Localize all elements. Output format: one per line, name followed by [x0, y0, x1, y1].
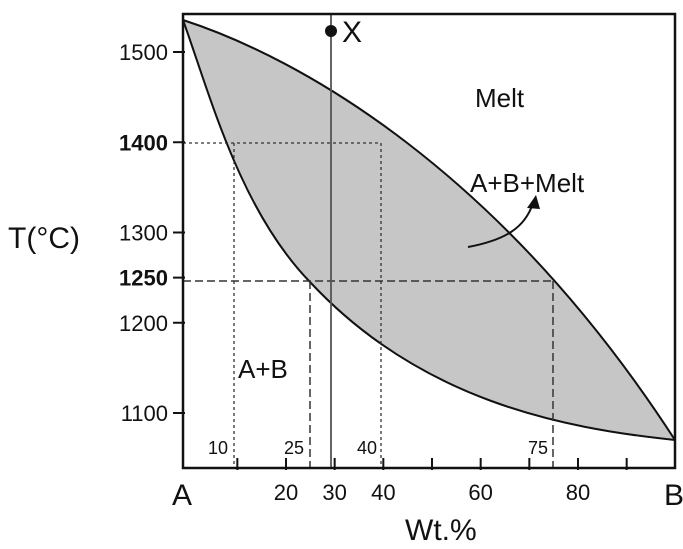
- leader-arrow: [467, 202, 534, 248]
- x-tick-label-20: 20: [274, 480, 298, 505]
- y-tick-label-1500: 1500: [119, 40, 168, 65]
- point-x-marker: [325, 25, 337, 37]
- guide-composition-labels: 10 25 40 75: [208, 438, 548, 458]
- x-axis-end-label-b: B: [664, 479, 683, 512]
- solidus-curve: [182, 19, 676, 441]
- liquidus-curve: [182, 19, 676, 441]
- x-tick-label-60: 60: [468, 480, 492, 505]
- guide-label-25: 25: [284, 438, 304, 458]
- x-axis-end-label-a: A: [172, 479, 192, 512]
- x-tick-label-40: 40: [371, 480, 395, 505]
- x-tick-label-30: 30: [322, 480, 346, 505]
- y-tick-label-1200: 1200: [119, 311, 168, 336]
- y-axis-title: T(°C): [8, 222, 80, 255]
- two-phase-region: [183, 20, 675, 440]
- y-axis-ticks: 1500 1400 1300 1250 1200 1100: [119, 40, 185, 426]
- guide-label-40: 40: [357, 438, 377, 458]
- point-x-label: X: [342, 16, 362, 49]
- melt-label: Melt: [475, 83, 525, 113]
- x-axis-title: Wt.%: [405, 514, 477, 547]
- y-tick-label-1300: 1300: [119, 221, 168, 246]
- plot-frame: [181, 12, 677, 470]
- two-phase-label: A+B+Melt: [470, 168, 585, 198]
- y-tick-label-1250: 1250: [119, 266, 168, 291]
- leader-arrowhead: [527, 195, 540, 209]
- guide-label-75: 75: [528, 438, 548, 458]
- y-tick-label-1400: 1400: [119, 130, 168, 155]
- x-axis-ticks: 20 30 40 60 80: [236, 458, 628, 505]
- x-tick-label-80: 80: [566, 480, 590, 505]
- y-tick-label-1100: 1100: [121, 401, 168, 426]
- guide-label-10: 10: [208, 438, 228, 458]
- solid-label: A+B: [238, 354, 288, 384]
